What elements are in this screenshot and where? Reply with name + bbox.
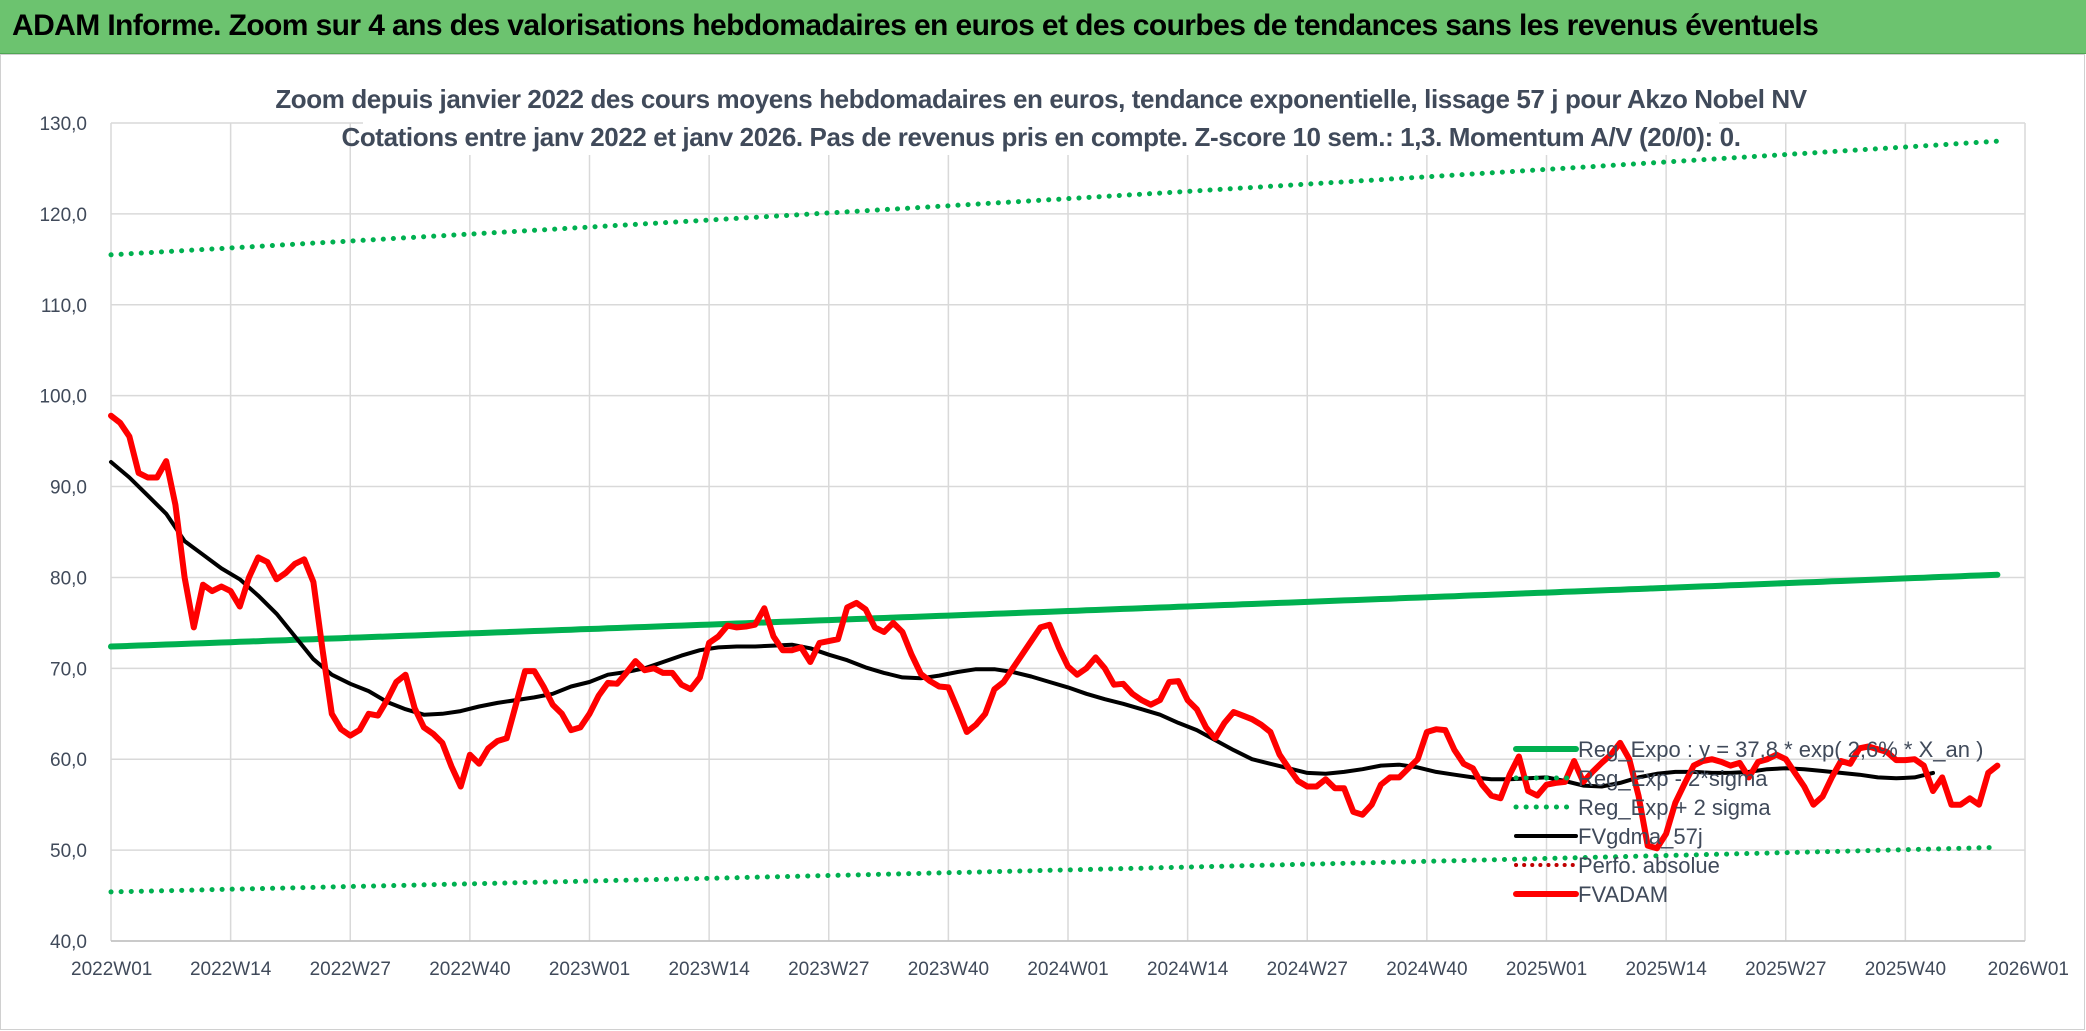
- x-tick-label: 2025W14: [1625, 959, 1707, 980]
- x-tick-label: 2026W01: [1988, 959, 2069, 980]
- y-tick-label: 70,0: [50, 659, 87, 680]
- chart-area: 40,0 50,0 60,0 70,0 80,0 90,0 100,0 110,0 120,0 1…: [0, 54, 2085, 1030]
- y-axis: 40,0 50,0 60,0 70,0 80,0 90,0 100,0 110,0 120,0 1…: [39, 114, 87, 953]
- y-tick-label: 80,0: [50, 568, 87, 589]
- x-tick-label: 2023W01: [549, 959, 630, 980]
- title-block: Zoom depuis janvier 2022 des cours moyen…: [275, 79, 1808, 155]
- x-tick-label: 2025W01: [1506, 959, 1587, 980]
- y-tick-label: 100,0: [39, 387, 87, 408]
- x-tick-label: 2025W27: [1745, 959, 1826, 980]
- y-tick-label: 50,0: [50, 841, 87, 862]
- chart-title: Zoom depuis janvier 2022 des cours moyen…: [275, 84, 1807, 114]
- x-tick-label: 2022W27: [310, 959, 391, 980]
- chart-subtitle: Cotations entre janv 2022 et janv 2026. …: [341, 122, 1740, 152]
- y-tick-label: 120,0: [39, 205, 87, 226]
- series-layer: [108, 138, 2001, 895]
- series-line-0: [108, 571, 2001, 650]
- legend-label: Reg_Exp - 2*sigma: [1578, 766, 1768, 791]
- y-tick-label: 130,0: [39, 114, 87, 135]
- title-backdrop: [323, 79, 1759, 116]
- x-tick-label: 2022W14: [190, 959, 272, 980]
- legend-label: Perfo. absolue: [1578, 853, 1720, 878]
- x-tick-label: 2024W01: [1027, 959, 1108, 980]
- x-tick-label: 2024W40: [1386, 959, 1467, 980]
- series-line-5: [108, 412, 2001, 852]
- x-tick-label: 2024W14: [1147, 959, 1229, 980]
- series-line-1: [108, 844, 2000, 895]
- series-line-2: [108, 138, 2000, 258]
- subtitle-backdrop: [363, 118, 1719, 155]
- x-tick-label: 2024W27: [1267, 959, 1348, 980]
- legend-label: FVgdma_57j: [1578, 824, 1703, 849]
- header-bar: ADAM Informe. Zoom sur 4 ans des valoris…: [0, 0, 2086, 54]
- y-tick-label: 60,0: [50, 750, 87, 771]
- legend-label: Reg_Expo : y = 37,8 * exp( 2,6% * X_an ): [1578, 737, 1983, 762]
- x-tick-label: 2023W40: [908, 959, 989, 980]
- legend-label: FVADAM: [1578, 882, 1668, 907]
- x-tick-label: 2023W27: [788, 959, 869, 980]
- y-tick-label: 110,0: [41, 296, 87, 317]
- x-axis: 2022W01 2022W14 2022W27 2022W40 2023W01 2023W…: [71, 959, 2069, 980]
- x-tick-label: 2023W14: [668, 959, 750, 980]
- legend: Reg_Expo : y = 37,8 * exp( 2,6% * X_an )…: [1513, 737, 1983, 907]
- y-tick-label: 40,0: [50, 932, 87, 953]
- x-tick-label: 2022W40: [429, 959, 510, 980]
- page-title: ADAM Informe. Zoom sur 4 ans des valoris…: [12, 9, 1819, 42]
- legend-label: Reg_Exp + 2 sigma: [1578, 795, 1771, 820]
- x-tick-label: 2025W40: [1865, 959, 1946, 980]
- chart-svg: 40,0 50,0 60,0 70,0 80,0 90,0 100,0 110,0 120,0 1…: [39, 79, 2069, 980]
- y-tick-label: 90,0: [50, 478, 87, 499]
- x-tick-label: 2022W01: [71, 959, 152, 980]
